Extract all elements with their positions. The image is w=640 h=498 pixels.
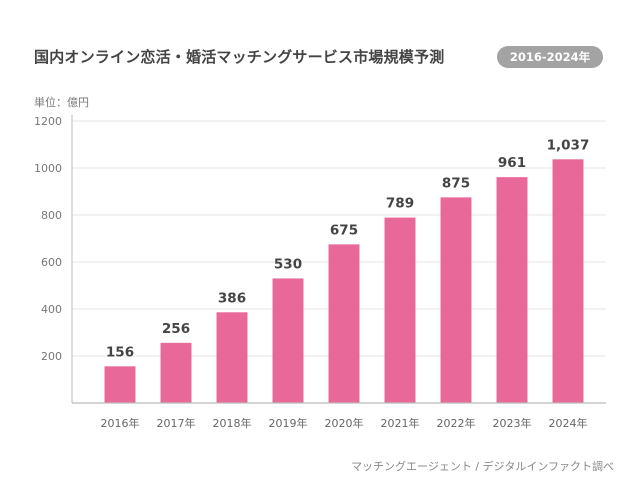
x-tick-label: 2022年 <box>437 416 476 430</box>
x-tick-label: 2019年 <box>269 416 308 430</box>
unit-label: 単位：億円 <box>34 96 89 109</box>
x-tick-label: 2021年 <box>381 416 420 430</box>
bar-value-label: 875 <box>442 175 470 191</box>
x-tick-label: 2016年 <box>101 416 140 430</box>
bar-value-label: 675 <box>330 222 358 238</box>
bar-value-label: 156 <box>106 344 134 360</box>
x-tick-label: 2024年 <box>549 416 588 430</box>
bar-2017年 <box>160 342 192 403</box>
bar-2022年 <box>440 197 472 403</box>
bar-2020年 <box>328 244 360 403</box>
bar-2024年 <box>552 159 584 403</box>
bar-value-label: 789 <box>386 196 414 212</box>
x-tick-label: 2017年 <box>157 416 196 430</box>
bar-value-label: 386 <box>218 290 246 306</box>
y-tick-label: 600 <box>41 256 62 269</box>
bar-2019年 <box>272 278 304 403</box>
bar-2021年 <box>384 217 416 403</box>
y-tick-label: 200 <box>41 350 62 363</box>
bar-2016年 <box>104 366 136 403</box>
bar-2018年 <box>216 312 248 403</box>
bar-2023年 <box>496 177 528 403</box>
chart-title: 国内オンライン恋活・婚活マッチングサービス市場規模予測 <box>34 48 445 66</box>
x-tick-label: 2023年 <box>493 416 532 430</box>
x-tick-label: 2020年 <box>325 416 364 430</box>
y-tick-label: 800 <box>41 209 62 222</box>
x-tick-label: 2018年 <box>213 416 252 430</box>
source-note: マッチングエージェント / デジタルインファクト調べ <box>351 460 614 473</box>
y-tick-label: 1000 <box>34 162 62 175</box>
bar-value-label: 530 <box>274 256 302 272</box>
bar-value-label: 256 <box>162 321 190 337</box>
bar-value-label: 961 <box>498 155 526 171</box>
bar-value-label: 1,037 <box>547 137 590 153</box>
y-tick-label: 1200 <box>34 115 62 128</box>
y-tick-label: 400 <box>41 303 62 316</box>
period-badge: 2016-2024年 <box>497 46 603 68</box>
